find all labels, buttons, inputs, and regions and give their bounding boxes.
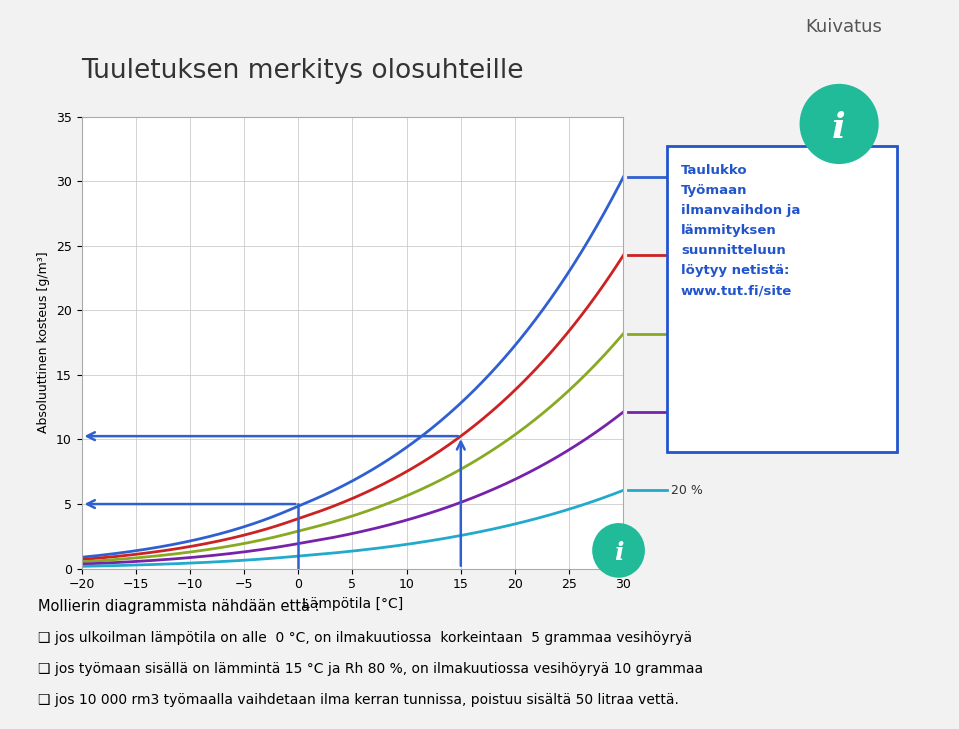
Y-axis label: Absoluuttinen kosteus [g/m³]: Absoluuttinen kosteus [g/m³] — [37, 252, 51, 434]
Text: ❑ jos 10 000 rm3 työmaalla vaihdetaan ilma kerran tunnissa, poistuu sisältä 50 l: ❑ jos 10 000 rm3 työmaalla vaihdetaan il… — [38, 693, 679, 706]
Text: Mollierin diagrammista nähdään että :: Mollierin diagrammista nähdään että : — [38, 599, 320, 615]
Text: Kuivatus: Kuivatus — [806, 18, 882, 36]
Text: 100 %: 100 % — [671, 171, 712, 184]
Text: 80 %: 80 % — [671, 249, 703, 262]
Text: ❑ jos työmaan sisällä on lämmintä 15 °C ja Rh 80 %, on ilmakuutiossa vesihöyryä : ❑ jos työmaan sisällä on lämmintä 15 °C … — [38, 662, 704, 676]
Text: i: i — [614, 541, 623, 564]
Text: ❑ jos ulkoilman lämpötila on alle  0 °C, on ilmakuutiossa  korkeintaan  5 gramma: ❑ jos ulkoilman lämpötila on alle 0 °C, … — [38, 631, 692, 644]
Text: Tuuletuksen merkitys olosuhteille: Tuuletuksen merkitys olosuhteille — [82, 58, 524, 85]
Text: 40 %: 40 % — [671, 405, 703, 418]
X-axis label: Lämpötila [°C]: Lämpötila [°C] — [302, 597, 403, 611]
Text: 20 %: 20 % — [671, 484, 703, 496]
Text: Taulukko
Työmaan
ilmanvaihdon ja
lämmityksen
suunnitteluun
löytyy netistä:
www.t: Taulukko Työmaan ilmanvaihdon ja lämmity… — [681, 164, 800, 297]
Text: 60 %: 60 % — [671, 327, 703, 340]
Text: i: i — [832, 111, 846, 144]
